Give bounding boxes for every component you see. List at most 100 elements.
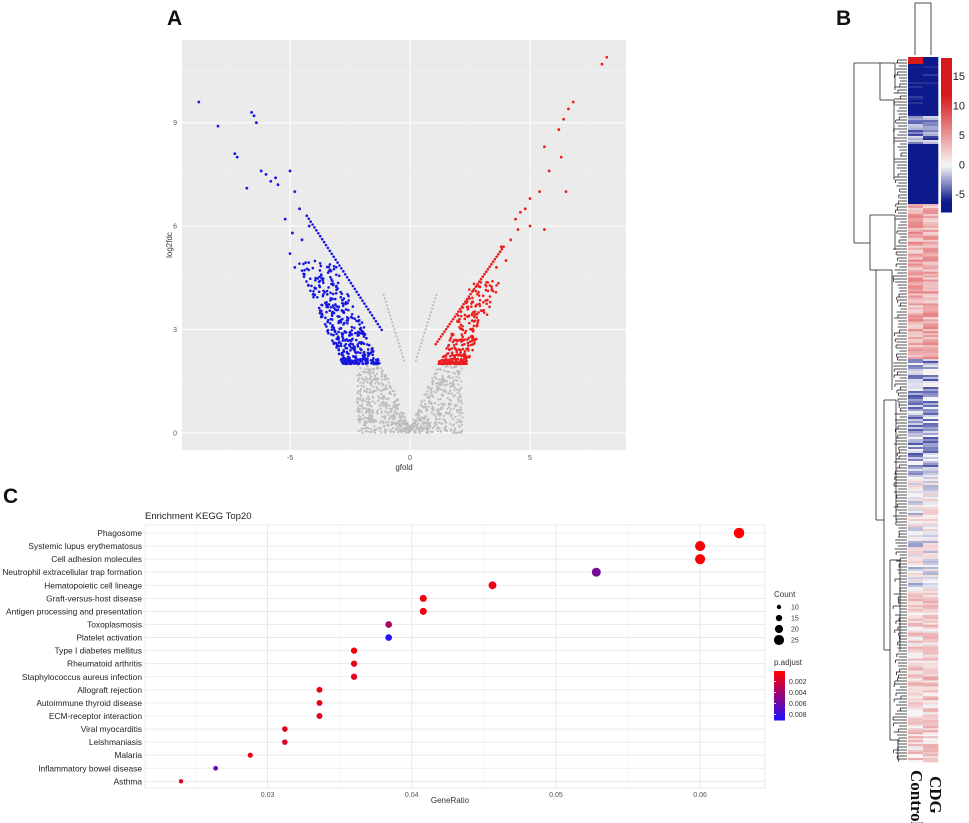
legend-swatch bbox=[941, 109, 952, 113]
heatmap-cell bbox=[923, 200, 939, 203]
heatmap-cell bbox=[908, 666, 924, 669]
volcano-point-down bbox=[325, 310, 328, 314]
heatmap-cell bbox=[923, 309, 939, 312]
volcano-point-down bbox=[358, 331, 362, 334]
volcano-point-up bbox=[500, 247, 504, 251]
heatmap-cell bbox=[908, 373, 924, 376]
heatmap-cell bbox=[923, 421, 939, 424]
heatmap-cell bbox=[923, 313, 939, 316]
heatmap-cell bbox=[908, 519, 924, 522]
volcano-point-down bbox=[339, 344, 343, 348]
volcano-point-up bbox=[452, 343, 456, 347]
volcano-point-ns bbox=[418, 409, 421, 412]
legend-swatch bbox=[941, 58, 952, 62]
heatmap-cell bbox=[923, 76, 939, 79]
volcano-point-ns bbox=[396, 421, 400, 425]
heatmap-cell bbox=[908, 102, 924, 105]
volcano-point-ns bbox=[430, 307, 434, 310]
volcano-point-ns bbox=[425, 424, 428, 428]
volcano-point-up bbox=[482, 311, 486, 314]
volcano-point-ns bbox=[448, 403, 451, 406]
heatmap-cell bbox=[908, 632, 924, 636]
heatmap-cell bbox=[908, 295, 924, 298]
heatmap-cell bbox=[923, 82, 939, 85]
heatmap-cell bbox=[908, 465, 924, 468]
heatmap-cell bbox=[908, 112, 924, 115]
volcano-point-up bbox=[446, 352, 450, 355]
volcano-point-down bbox=[331, 324, 334, 327]
heatmap-cell bbox=[923, 104, 939, 107]
volcano-point-ns bbox=[424, 409, 428, 412]
volcano-point-ns bbox=[458, 389, 461, 392]
heatmap-cell bbox=[923, 184, 939, 187]
heatmap-cell bbox=[923, 535, 939, 538]
heatmap-cell bbox=[908, 353, 924, 356]
volcano-point-ns bbox=[393, 400, 397, 403]
volcano-point-ns bbox=[433, 375, 436, 379]
heatmap-cell bbox=[908, 614, 924, 618]
heatmap-cell bbox=[923, 678, 939, 681]
legend-swatch bbox=[941, 176, 952, 180]
volcano-point-ns bbox=[372, 390, 376, 393]
volcano-point-ns bbox=[362, 381, 365, 385]
heatmap-cell bbox=[923, 381, 939, 384]
volcano-point-ns bbox=[357, 411, 361, 414]
volcano-point-ns bbox=[379, 426, 382, 430]
volcano-point-ns bbox=[380, 431, 383, 434]
volcano-point-ns bbox=[437, 382, 440, 385]
volcano-point-down bbox=[340, 292, 344, 296]
volcano-point-ns bbox=[384, 405, 387, 408]
volcano-point-ns bbox=[363, 416, 366, 419]
volcano-point-ns bbox=[440, 406, 443, 409]
volcano-point-ns bbox=[449, 407, 453, 411]
kegg-count-legend-title: Count bbox=[774, 590, 796, 599]
volcano-point-ns bbox=[382, 425, 386, 428]
heatmap-cell bbox=[923, 565, 939, 568]
legend-swatch bbox=[941, 194, 952, 198]
volcano-point-down bbox=[341, 332, 344, 336]
volcano-point-up bbox=[460, 340, 463, 343]
heatmap-cell bbox=[923, 587, 939, 590]
volcano-point-up bbox=[472, 287, 476, 291]
heatmap-cell bbox=[908, 758, 924, 761]
volcano-point-up bbox=[495, 265, 498, 269]
kegg-padjust-legend-swatch bbox=[774, 672, 785, 674]
panel-label-a: A bbox=[167, 7, 182, 30]
heatmap-cell bbox=[908, 493, 924, 496]
heatmap-cell bbox=[908, 644, 924, 647]
heatmap-cell bbox=[908, 435, 924, 438]
heatmap-cell bbox=[908, 213, 924, 217]
volcano-point-down bbox=[313, 226, 316, 229]
volcano-point-ns bbox=[457, 424, 460, 427]
heatmap-cell bbox=[923, 170, 939, 173]
legend-swatch bbox=[941, 101, 952, 105]
volcano-point-down bbox=[305, 267, 309, 271]
volcano-point-up bbox=[491, 260, 495, 264]
heatmap-cell bbox=[908, 463, 924, 466]
heatmap-cell bbox=[908, 307, 924, 310]
volcano-point-up bbox=[455, 342, 458, 346]
volcano-point-up bbox=[519, 210, 522, 214]
volcano-point-up bbox=[467, 315, 470, 318]
volcano-point-ns bbox=[380, 410, 383, 413]
heatmap-cell bbox=[923, 333, 939, 336]
heatmap-cell bbox=[908, 325, 924, 328]
volcano-point-ns bbox=[452, 371, 455, 374]
volcano-point-ns bbox=[365, 407, 368, 411]
heatmap-cell bbox=[908, 515, 924, 518]
volcano-point-ns bbox=[427, 417, 430, 420]
volcano-point-ns bbox=[385, 304, 388, 307]
volcano-point-down bbox=[362, 350, 366, 354]
volcano-point-ns bbox=[390, 410, 393, 413]
volcano-point-ns bbox=[438, 421, 441, 424]
volcano-point-down bbox=[349, 342, 352, 345]
legend-swatch bbox=[941, 163, 952, 167]
kegg-padjust-legend-swatch bbox=[774, 715, 785, 717]
volcano-point-down bbox=[336, 315, 340, 318]
heatmap-cell bbox=[908, 602, 924, 606]
heatmap-cell bbox=[923, 90, 939, 93]
volcano-point-ns bbox=[383, 374, 386, 377]
heatmap-cell bbox=[923, 126, 939, 129]
heatmap-cell bbox=[923, 351, 939, 354]
heatmap-cell bbox=[908, 154, 924, 157]
